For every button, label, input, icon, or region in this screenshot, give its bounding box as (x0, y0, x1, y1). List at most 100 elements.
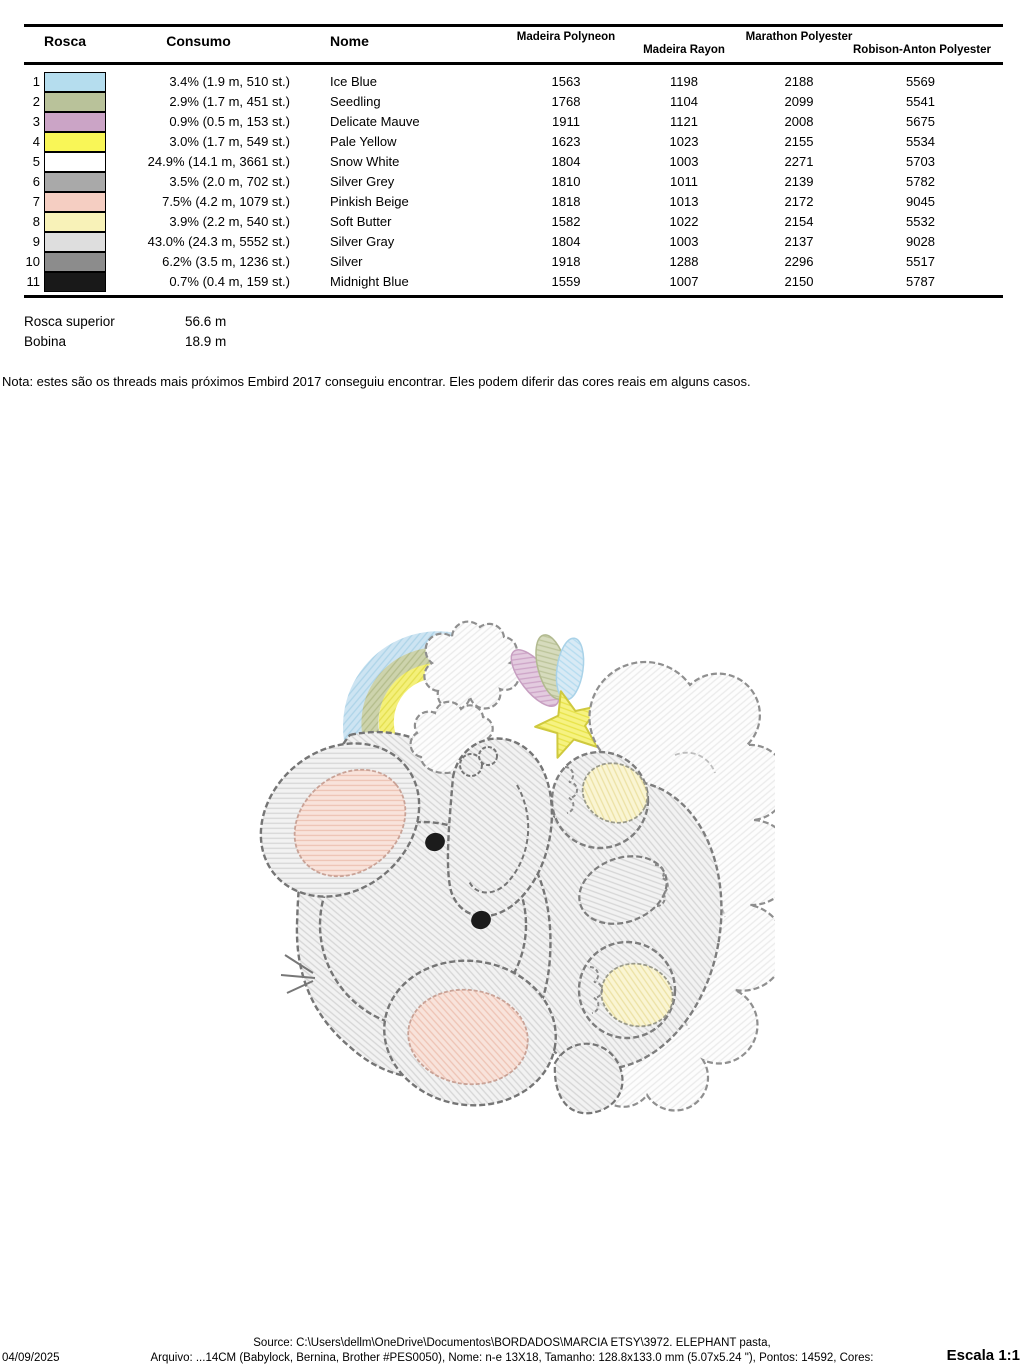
bobina-label: Bobina (24, 334, 67, 349)
marathon-cell: 2137 (784, 234, 814, 249)
marathon-cell: 2172 (784, 194, 814, 209)
row-index: 8 (32, 214, 40, 229)
madeira-rayon-cell: 1003 (669, 234, 699, 249)
marathon-cell: 2008 (784, 114, 814, 129)
madeira-rayon-cell: 1288 (669, 254, 699, 269)
nome-cell: Pinkish Beige (330, 194, 409, 209)
consumo-cell: 0.7% (0.4 m, 159 st.) (169, 274, 290, 289)
consumo-cell: 24.9% (14.1 m, 3661 st.) (147, 154, 290, 169)
madeira-polyneon-cell: 1804 (551, 234, 581, 249)
leg-bottom (553, 1042, 624, 1115)
robison-cell: 5787 (906, 274, 935, 289)
row-index: 11 (26, 274, 41, 289)
header-rosca: Rosca (44, 33, 87, 49)
header-robison-anton-polyester: Robison-Anton Polyester (852, 44, 991, 56)
table-row: 9 43.0% (24.3 m, 5552 st.) Silver Gray 1804… (0, 232, 1024, 252)
bobina-value: 18.9 m (185, 334, 227, 349)
color-swatch (44, 132, 106, 152)
madeira-rayon-cell: 1007 (669, 274, 699, 289)
header-madeira-rayon: Madeira Rayon (643, 44, 725, 56)
madeira-polyneon-cell: 1768 (551, 94, 581, 109)
table-row: 3 0.9% (0.5 m, 153 st.) Delicate Mauve 1911… (0, 112, 1024, 132)
robison-cell: 5675 (906, 114, 935, 129)
row-index: 2 (32, 94, 40, 109)
foot-top-pad (581, 762, 649, 824)
robison-cell: 5532 (906, 214, 935, 229)
consumo-cell: 2.9% (1.7 m, 451 st.) (169, 94, 290, 109)
elephant (259, 700, 723, 1115)
nome-cell: Pale Yellow (330, 134, 397, 149)
robison-cell: 5782 (906, 174, 935, 189)
robison-cell: 9028 (906, 234, 935, 249)
robison-cell: 5517 (906, 254, 935, 269)
nome-cell: Soft Butter (330, 214, 392, 229)
color-swatch (44, 192, 106, 212)
madeira-polyneon-cell: 1911 (552, 114, 580, 129)
color-swatch (44, 172, 106, 192)
madeira-rayon-cell: 1023 (669, 134, 699, 149)
color-swatch (44, 232, 106, 252)
robison-cell: 5534 (906, 134, 935, 149)
consumo-cell: 7.5% (4.2 m, 1079 st.) (162, 194, 290, 209)
madeira-rayon-cell: 1011 (670, 174, 698, 189)
madeira-polyneon-cell: 1623 (551, 134, 581, 149)
nome-cell: Delicate Mauve (330, 114, 420, 129)
row-index: 7 (32, 194, 40, 209)
arm-middle (578, 855, 669, 925)
row-index: 10 (25, 254, 40, 269)
embroidery-design-canvas (259, 620, 775, 1115)
eye-right (471, 910, 491, 930)
robison-cell: 5703 (906, 154, 935, 169)
marathon-cell: 2150 (784, 274, 814, 289)
ear-bottom-inner (407, 988, 529, 1086)
header-consumo: Consumo (166, 33, 231, 49)
ear-bottom (383, 959, 557, 1107)
nome-cell: Silver (330, 254, 363, 269)
foot-top (550, 750, 650, 850)
footer-source: Source: C:\Users\dellm\OneDrive\Document… (253, 1337, 771, 1349)
ear-top (259, 742, 421, 898)
consumo-cell: 3.5% (2.0 m, 702 st.) (169, 174, 290, 189)
robison-cell: 5569 (906, 74, 935, 89)
table-row: 2 2.9% (1.7 m, 451 st.) Seedling 1768 1104 20… (0, 92, 1024, 112)
robison-cell: 9045 (906, 194, 935, 209)
madeira-polyneon-cell: 1804 (551, 154, 581, 169)
small-cloud-top (423, 620, 521, 712)
table-bottom-rule (24, 295, 1003, 298)
nome-cell: Snow White (330, 154, 400, 169)
table-row: 1 3.4% (1.9 m, 510 st.) Ice Blue 1563 1198 21… (0, 72, 1024, 92)
marathon-cell: 2099 (784, 94, 814, 109)
row-index: 5 (32, 154, 40, 169)
madeira-polyneon-cell: 1582 (551, 214, 581, 229)
foot-bottom (577, 940, 677, 1040)
madeira-polyneon-cell: 1918 (551, 254, 581, 269)
nome-cell: Ice Blue (330, 74, 377, 89)
row-index: 3 (32, 114, 40, 129)
color-swatch (44, 152, 106, 172)
consumo-cell: 3.9% (2.2 m, 540 st.) (169, 214, 290, 229)
trunk (446, 737, 554, 918)
marathon-cell: 2271 (784, 154, 814, 169)
footer-date: 04/09/2025 (2, 1352, 60, 1364)
color-swatch (44, 272, 106, 292)
nome-cell: Silver Grey (330, 174, 395, 189)
madeira-polyneon-cell: 1810 (551, 174, 581, 189)
madeira-rayon-cell: 1104 (670, 94, 698, 109)
robison-cell: 5541 (906, 94, 935, 109)
table-header-rule (24, 62, 1003, 65)
madeira-rayon-cell: 1198 (670, 74, 698, 89)
whiskers (280, 954, 316, 994)
madeira-rayon-cell: 1022 (669, 214, 699, 229)
row-index: 9 (32, 234, 40, 249)
marathon-cell: 2155 (784, 134, 814, 149)
table-row: 8 3.9% (2.2 m, 540 st.) Soft Butter 1582 102… (0, 212, 1024, 232)
consumo-cell: 3.0% (1.7 m, 549 st.) (169, 134, 290, 149)
table-row: 11 0.7% (0.4 m, 159 st.) Midnight Blue 1559… (0, 272, 1024, 292)
table-top-rule (24, 24, 1003, 27)
rosca-superior-value: 56.6 m (185, 314, 227, 329)
consumo-cell: 3.4% (1.9 m, 510 st.) (169, 74, 290, 89)
madeira-polyneon-cell: 1818 (551, 194, 581, 209)
consumo-cell: 6.2% (3.5 m, 1236 st.) (162, 254, 290, 269)
nome-cell: Seedling (330, 94, 381, 109)
